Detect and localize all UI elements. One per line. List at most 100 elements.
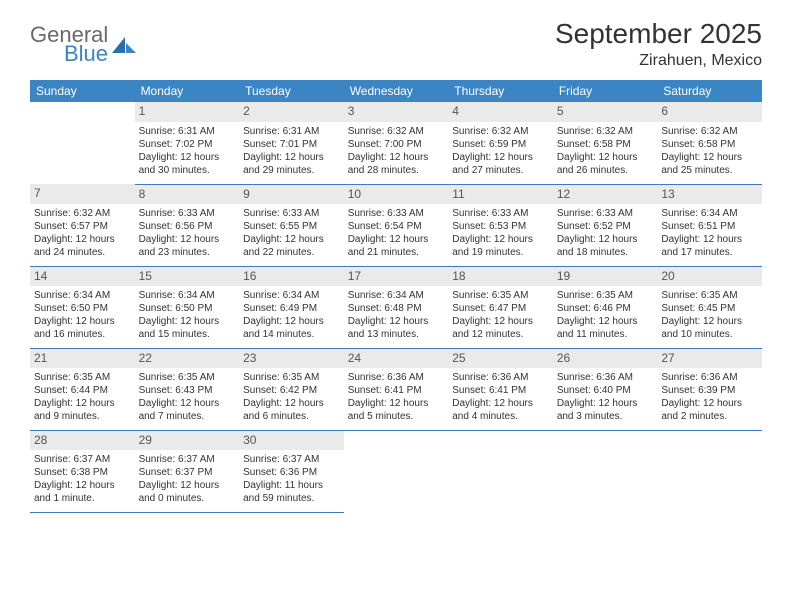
day-number: 19 [553, 267, 658, 287]
sunset-text: Sunset: 6:49 PM [243, 302, 340, 315]
sunset-text: Sunset: 6:46 PM [557, 302, 654, 315]
calendar-week: 1Sunrise: 6:31 AMSunset: 7:02 PMDaylight… [30, 102, 762, 184]
sunrise-text: Sunrise: 6:32 AM [348, 125, 445, 138]
sunrise-text: Sunrise: 6:32 AM [34, 207, 131, 220]
sunset-text: Sunset: 6:36 PM [243, 466, 340, 479]
sunrise-text: Sunrise: 6:37 AM [139, 453, 236, 466]
sunset-text: Sunset: 7:00 PM [348, 138, 445, 151]
sunset-text: Sunset: 6:39 PM [661, 384, 758, 397]
daylight-text: Daylight: 12 hours and 16 minutes. [34, 315, 131, 341]
daylight-text: Daylight: 12 hours and 5 minutes. [348, 397, 445, 423]
day-number: 1 [135, 102, 240, 122]
day-number: 6 [657, 102, 762, 122]
day-number: 16 [239, 267, 344, 287]
sunset-text: Sunset: 6:38 PM [34, 466, 131, 479]
sunset-text: Sunset: 6:58 PM [661, 138, 758, 151]
calendar-cell: 8Sunrise: 6:33 AMSunset: 6:56 PMDaylight… [135, 184, 240, 266]
calendar-cell: 16 Sunrise: 6:34 AMSunset: 6:49 PMDayligh… [239, 266, 344, 348]
sunrise-text: Sunrise: 6:34 AM [243, 289, 340, 302]
day-number: 13 [657, 185, 762, 205]
daylight-text: Daylight: 12 hours and 28 minutes. [348, 151, 445, 177]
sunset-text: Sunset: 6:45 PM [661, 302, 758, 315]
day-number: 11 [448, 185, 553, 205]
calendar-cell: 26Sunrise: 6:36 AMSunset: 6:40 PMDayligh… [553, 348, 658, 430]
daylight-text: Daylight: 12 hours and 26 minutes. [557, 151, 654, 177]
sunrise-text: Sunrise: 6:34 AM [139, 289, 236, 302]
daylight-text: Daylight: 12 hours and 21 minutes. [348, 233, 445, 259]
day-number: 4 [448, 102, 553, 122]
sunrise-text: Sunrise: 6:33 AM [557, 207, 654, 220]
daylight-text: Daylight: 12 hours and 2 minutes. [661, 397, 758, 423]
daylight-text: Daylight: 12 hours and 17 minutes. [661, 233, 758, 259]
daylight-text: Daylight: 12 hours and 1 minute. [34, 479, 131, 505]
daylight-text: Daylight: 12 hours and 18 minutes. [557, 233, 654, 259]
day-details: Sunrise: 6:32 AMSunset: 6:59 PMDaylight:… [452, 125, 549, 177]
sunset-text: Sunset: 7:01 PM [243, 138, 340, 151]
day-details: Sunrise: 6:35 AMSunset: 6:43 PMDaylight:… [139, 371, 236, 423]
logo: General Blue [30, 24, 138, 65]
day-details: Sunrise: 6:32 AMSunset: 6:58 PMDaylight:… [557, 125, 654, 177]
sunrise-text: Sunrise: 6:35 AM [34, 371, 131, 384]
day-details: Sunrise: 6:34 AMSunset: 6:51 PMDaylight:… [661, 207, 758, 259]
weekday-header: Wednesday [344, 80, 449, 102]
daylight-text: Daylight: 12 hours and 14 minutes. [243, 315, 340, 341]
weekday-header: Thursday [448, 80, 553, 102]
daylight-text: Daylight: 12 hours and 29 minutes. [243, 151, 340, 177]
calendar-cell: 21Sunrise: 6:35 AMSunset: 6:44 PMDayligh… [30, 348, 135, 430]
daylight-text: Daylight: 12 hours and 25 minutes. [661, 151, 758, 177]
day-details: Sunrise: 6:34 AMSunset: 6:50 PMDaylight:… [34, 289, 131, 341]
sunset-text: Sunset: 6:53 PM [452, 220, 549, 233]
day-number: 20 [657, 267, 762, 287]
calendar-cell [448, 430, 553, 512]
sunrise-text: Sunrise: 6:34 AM [661, 207, 758, 220]
day-details: Sunrise: 6:33 AMSunset: 6:55 PMDaylight:… [243, 207, 340, 259]
day-details: Sunrise: 6:33 AMSunset: 6:54 PMDaylight:… [348, 207, 445, 259]
sunrise-text: Sunrise: 6:36 AM [661, 371, 758, 384]
day-details: Sunrise: 6:36 AMSunset: 6:41 PMDaylight:… [348, 371, 445, 423]
day-number: 10 [344, 185, 449, 205]
day-number: 28 [30, 431, 135, 451]
sunrise-text: Sunrise: 6:35 AM [661, 289, 758, 302]
day-details: Sunrise: 6:35 AMSunset: 6:42 PMDaylight:… [243, 371, 340, 423]
calendar-cell: 18Sunrise: 6:35 AMSunset: 6:47 PMDayligh… [448, 266, 553, 348]
sunrise-text: Sunrise: 6:34 AM [348, 289, 445, 302]
sunset-text: Sunset: 6:59 PM [452, 138, 549, 151]
day-details: Sunrise: 6:33 AMSunset: 6:52 PMDaylight:… [557, 207, 654, 259]
day-details: Sunrise: 6:35 AMSunset: 6:44 PMDaylight:… [34, 371, 131, 423]
calendar-cell: 2Sunrise: 6:31 AMSunset: 7:01 PMDaylight… [239, 102, 344, 184]
daylight-text: Daylight: 12 hours and 23 minutes. [139, 233, 236, 259]
calendar-cell [657, 430, 762, 512]
calendar-cell: 30Sunrise: 6:37 AMSunset: 6:36 PMDayligh… [239, 430, 344, 512]
calendar-table: SundayMondayTuesdayWednesdayThursdayFrid… [30, 80, 762, 513]
sunset-text: Sunset: 6:48 PM [348, 302, 445, 315]
calendar-cell: 10Sunrise: 6:33 AMSunset: 6:54 PMDayligh… [344, 184, 449, 266]
day-details: Sunrise: 6:37 AMSunset: 6:37 PMDaylight:… [139, 453, 236, 505]
daylight-text: Daylight: 11 hours and 59 minutes. [243, 479, 340, 505]
calendar-cell: 12Sunrise: 6:33 AMSunset: 6:52 PMDayligh… [553, 184, 658, 266]
calendar-cell [553, 430, 658, 512]
calendar-cell: 23Sunrise: 6:35 AMSunset: 6:42 PMDayligh… [239, 348, 344, 430]
sunset-text: Sunset: 6:52 PM [557, 220, 654, 233]
weekday-header: Saturday [657, 80, 762, 102]
weekday-header: Monday [135, 80, 240, 102]
sunset-text: Sunset: 6:51 PM [661, 220, 758, 233]
day-number: 27 [657, 349, 762, 369]
sunrise-text: Sunrise: 6:34 AM [34, 289, 131, 302]
weekday-header: Sunday [30, 80, 135, 102]
calendar-cell: 17Sunrise: 6:34 AMSunset: 6:48 PMDayligh… [344, 266, 449, 348]
calendar-cell: 7Sunrise: 6:32 AMSunset: 6:57 PMDaylight… [30, 184, 135, 266]
logo-text-block: General Blue [30, 24, 108, 65]
day-number: 17 [344, 267, 449, 287]
calendar-cell: 1Sunrise: 6:31 AMSunset: 7:02 PMDaylight… [135, 102, 240, 184]
day-number: 12 [553, 185, 658, 205]
sunset-text: Sunset: 6:41 PM [452, 384, 549, 397]
day-details: Sunrise: 6:35 AMSunset: 6:47 PMDaylight:… [452, 289, 549, 341]
sunset-text: Sunset: 6:58 PM [557, 138, 654, 151]
sunset-text: Sunset: 6:50 PM [34, 302, 131, 315]
calendar-cell: 27 Sunrise: 6:36 AMSunset: 6:39 PMDayligh… [657, 348, 762, 430]
calendar-cell: 28Sunrise: 6:37 AMSunset: 6:38 PMDayligh… [30, 430, 135, 512]
day-details: Sunrise: 6:36 AMSunset: 6:40 PMDaylight:… [557, 371, 654, 423]
day-number: 7 [30, 184, 135, 204]
day-details: Sunrise: 6:34 AMSunset: 6:50 PMDaylight:… [139, 289, 236, 341]
sunrise-text: Sunrise: 6:33 AM [348, 207, 445, 220]
